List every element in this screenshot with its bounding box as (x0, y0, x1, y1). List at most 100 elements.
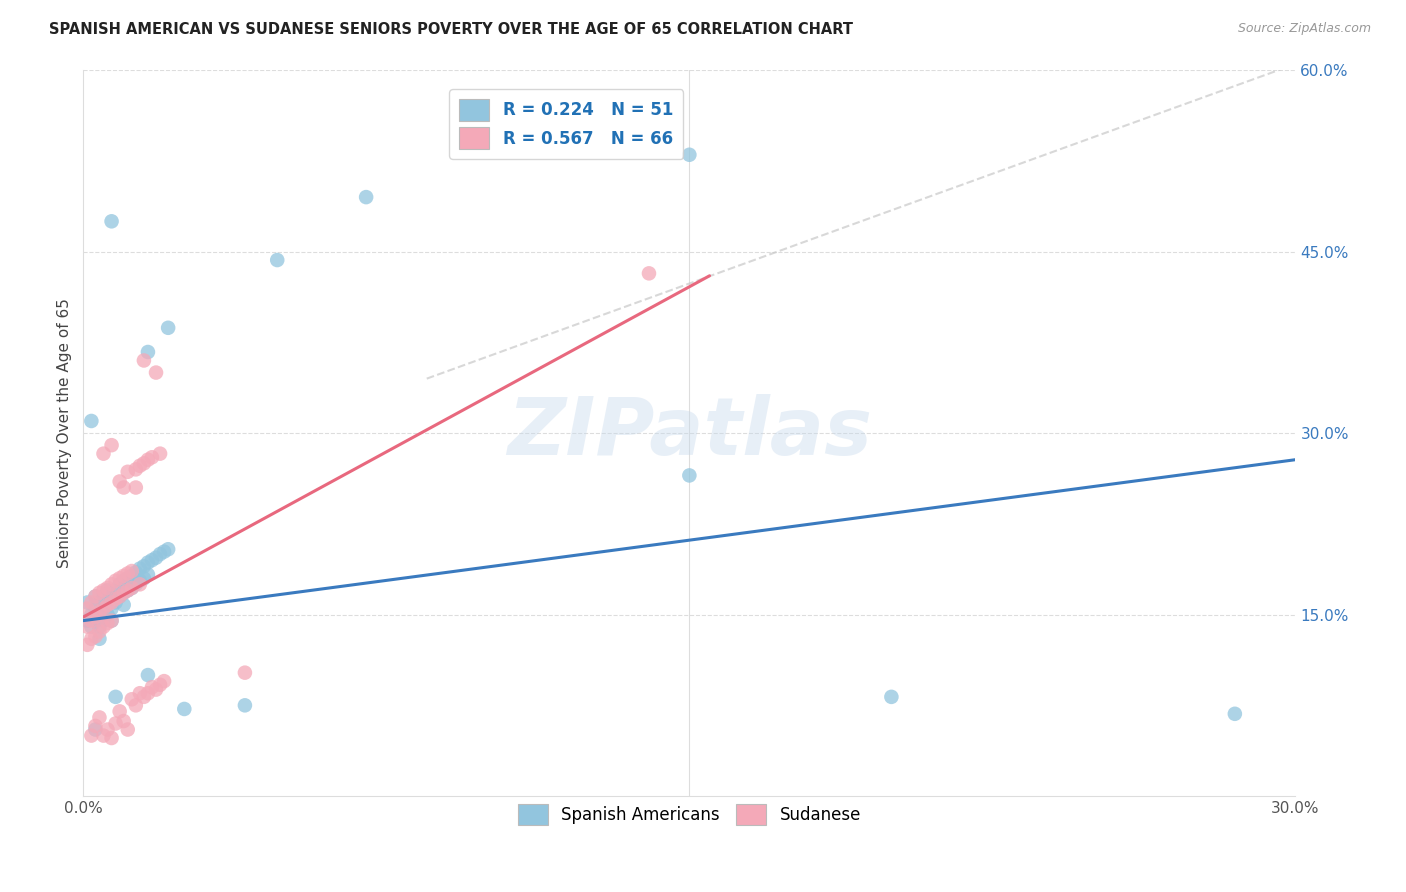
Point (96, 598, 118, 612)
Point (89, 605, 111, 619)
Point (136, 556, 159, 570)
Point (132, 571, 155, 585)
Point (157, 320, 180, 334)
Point (80, 595, 103, 609)
Point (128, 577, 150, 591)
Point (100, 214, 122, 228)
Point (173, 702, 195, 716)
Point (132, 559, 155, 574)
Point (93, 614, 115, 628)
Point (84, 601, 107, 615)
Point (104, 574, 127, 588)
Point (100, 590, 122, 604)
Point (84, 723, 107, 737)
Point (84, 614, 107, 628)
Point (80, 607, 103, 622)
Point (84, 719, 107, 733)
Point (1223, 706, 1246, 721)
Point (93, 620, 115, 634)
Point (141, 680, 163, 694)
Point (121, 569, 143, 583)
Point (128, 458, 150, 473)
Point (136, 686, 159, 700)
Point (80, 614, 103, 628)
Point (121, 692, 143, 706)
Point (112, 569, 135, 583)
Point (84, 629, 107, 643)
Point (93, 583, 115, 598)
Point (96, 583, 118, 598)
Point (149, 547, 172, 561)
Point (96, 581, 118, 595)
Point (354, 190, 377, 204)
Point (108, 571, 131, 585)
Point (128, 561, 150, 575)
Point (117, 583, 139, 598)
Point (125, 566, 148, 580)
Point (145, 550, 167, 565)
Point (125, 481, 148, 495)
Point (112, 574, 135, 588)
Point (121, 581, 143, 595)
Point (84, 590, 107, 604)
Point (89, 595, 111, 609)
Point (84, 610, 107, 624)
Point (96, 615, 118, 630)
Point (145, 366, 167, 380)
Point (89, 710, 111, 724)
Point (100, 601, 122, 615)
Point (136, 345, 159, 359)
Point (121, 581, 143, 595)
Point (108, 705, 131, 719)
Point (108, 590, 131, 604)
Point (117, 583, 139, 598)
Point (89, 620, 111, 634)
Point (117, 723, 139, 737)
Point (89, 624, 111, 639)
Point (104, 716, 127, 731)
Point (76, 620, 98, 634)
Point (100, 614, 122, 628)
Point (89, 586, 111, 600)
Point (132, 456, 155, 470)
Point (233, 698, 256, 713)
Point (112, 598, 135, 612)
Point (80, 729, 103, 743)
Point (678, 468, 700, 483)
Y-axis label: Seniors Poverty Over the Age of 65: Seniors Poverty Over the Age of 65 (58, 298, 72, 568)
Point (100, 614, 122, 628)
Point (93, 601, 115, 615)
Point (93, 729, 115, 743)
Point (153, 674, 176, 689)
Point (136, 668, 159, 682)
Point (153, 544, 176, 558)
Point (638, 266, 661, 280)
Point (84, 590, 107, 604)
Point (100, 731, 122, 745)
Point (76, 601, 98, 615)
Point (93, 601, 115, 615)
Point (104, 595, 127, 609)
Point (880, 690, 903, 704)
Point (125, 698, 148, 713)
Point (76, 638, 98, 652)
Point (96, 595, 118, 609)
Point (93, 447, 115, 461)
Point (100, 595, 122, 609)
Point (96, 723, 118, 737)
Point (125, 462, 148, 476)
Point (136, 452, 159, 467)
Point (136, 567, 159, 582)
Point (128, 686, 150, 700)
Point (117, 566, 139, 581)
Point (141, 553, 163, 567)
Point (117, 465, 139, 479)
Point (93, 590, 115, 604)
Point (112, 481, 135, 495)
Text: SPANISH AMERICAN VS SUDANESE SENIORS POVERTY OVER THE AGE OF 65 CORRELATION CHAR: SPANISH AMERICAN VS SUDANESE SENIORS POV… (49, 22, 853, 37)
Point (678, 148, 700, 162)
Point (112, 714, 135, 728)
Point (104, 591, 127, 606)
Point (149, 678, 172, 692)
Point (121, 564, 143, 578)
